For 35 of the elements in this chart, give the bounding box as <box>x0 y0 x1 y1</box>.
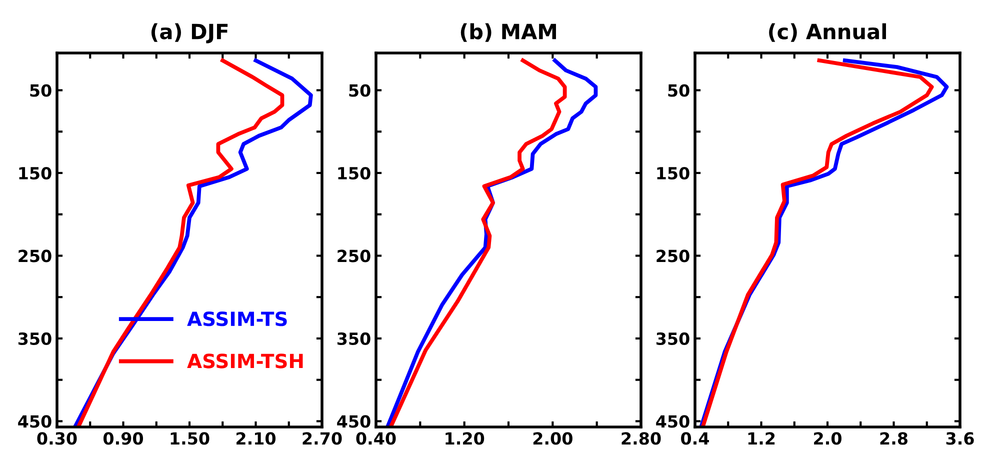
y-tick-label: 450 <box>656 415 690 428</box>
x-tick-label: 2.10 <box>236 432 276 445</box>
y-tick-label: 50 <box>30 84 52 97</box>
x-tick-label: 2.0 <box>814 432 842 445</box>
y-tick-label: 450 <box>337 415 370 428</box>
y-tick-label: 50 <box>349 84 370 97</box>
y-tick-label: 150 <box>338 166 370 180</box>
x-tick-label: 3.6 <box>946 432 974 445</box>
x-tick-label: 1.2 <box>748 432 775 445</box>
x-tick-label: 2.80 <box>622 432 661 445</box>
chart-title: (a) DJF <box>151 23 228 44</box>
x-tick-label: 0.90 <box>103 432 144 445</box>
x-tick-label: 2.70 <box>302 432 342 445</box>
y-tick-label: 350 <box>337 332 370 346</box>
x-tick-label: 1.50 <box>170 432 210 445</box>
y-tick-label: 350 <box>18 332 52 346</box>
y-tick-label: 250 <box>338 250 370 262</box>
x-tick-label: 0.30 <box>37 432 77 445</box>
chart-title: (c) Annual <box>769 23 886 42</box>
x-tick-label: 2.00 <box>533 432 572 445</box>
line-series <box>390 58 567 427</box>
y-tick-label: 150 <box>657 166 690 180</box>
chart-title: (b) MAM <box>460 23 556 42</box>
y-tick-label: 450 <box>18 415 52 428</box>
x-tick-label: 1.20 <box>446 432 484 445</box>
legend-label: ASSIM-TSH <box>187 354 303 368</box>
legend-label: ASSIM-TS <box>187 311 287 326</box>
y-tick-label: 50 <box>668 84 690 97</box>
x-tick-label: 2.8 <box>880 432 908 445</box>
y-tick-label: 150 <box>19 166 52 180</box>
y-tick-label: 250 <box>18 250 52 262</box>
y-tick-label: 350 <box>656 332 690 346</box>
x-tick-label: 0.40 <box>356 432 396 445</box>
y-tick-label: 250 <box>656 250 690 262</box>
x-tick-label: 0.4 <box>681 432 709 445</box>
